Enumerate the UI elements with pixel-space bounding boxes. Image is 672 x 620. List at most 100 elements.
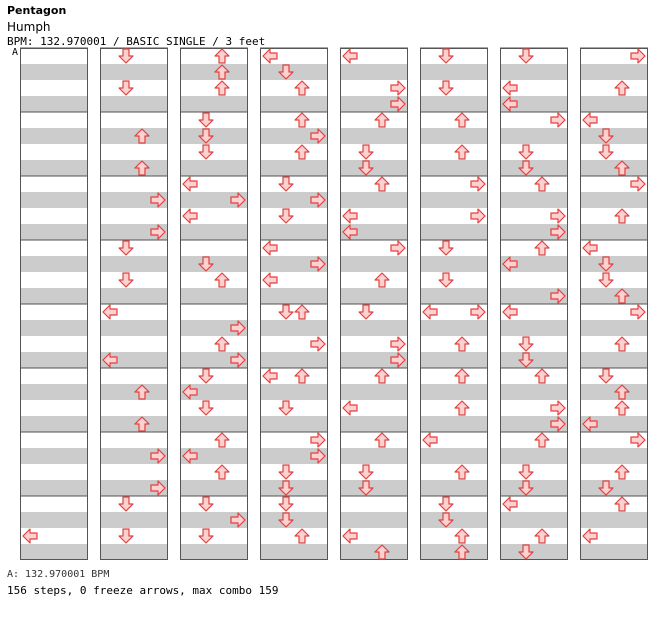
beat-band bbox=[180, 480, 248, 496]
arrow-right-icon bbox=[550, 208, 566, 224]
arrow-left-icon bbox=[262, 240, 278, 256]
beat-band bbox=[260, 384, 328, 400]
arrow-up-icon bbox=[614, 160, 630, 176]
arrow-down-icon bbox=[278, 496, 294, 512]
arrow-right-icon bbox=[630, 176, 646, 192]
beat-band bbox=[180, 96, 248, 112]
arrow-up-icon bbox=[534, 368, 550, 384]
arrow-down-icon bbox=[598, 272, 614, 288]
song-title: Humph bbox=[7, 20, 51, 34]
beat-band bbox=[100, 256, 168, 272]
chart-meta: BPM: 132.970001 / BASIC SINGLE / 3 feet bbox=[7, 35, 266, 48]
arrow-left-icon bbox=[182, 384, 198, 400]
arrow-right-icon bbox=[310, 336, 326, 352]
beat-band bbox=[500, 416, 568, 432]
chart-column bbox=[20, 47, 88, 560]
arrow-up-icon bbox=[134, 384, 150, 400]
arrow-right-icon bbox=[310, 128, 326, 144]
beat-band bbox=[180, 544, 248, 560]
arrow-down-icon bbox=[278, 512, 294, 528]
arrow-down-icon bbox=[518, 480, 534, 496]
arrow-down-icon bbox=[598, 480, 614, 496]
beat-band bbox=[20, 128, 88, 144]
arrow-left-icon bbox=[582, 528, 598, 544]
bpm-change-note: A: 132.970001 BPM bbox=[7, 569, 110, 580]
chart-column bbox=[260, 47, 328, 560]
arrow-left-icon bbox=[262, 368, 278, 384]
arrow-down-icon bbox=[598, 128, 614, 144]
arrow-left-icon bbox=[342, 208, 358, 224]
beat-band bbox=[340, 160, 408, 176]
beat-band bbox=[20, 320, 88, 336]
beat-band bbox=[500, 448, 568, 464]
arrow-down-icon bbox=[198, 144, 214, 160]
arrow-up-icon bbox=[614, 288, 630, 304]
beat-band bbox=[500, 480, 568, 496]
beat-band bbox=[580, 448, 648, 464]
arrow-left-icon bbox=[262, 272, 278, 288]
arrow-up-icon bbox=[614, 464, 630, 480]
beat-band bbox=[580, 512, 648, 528]
arrow-up-icon bbox=[294, 144, 310, 160]
beat-band bbox=[260, 256, 328, 272]
arrow-down-icon bbox=[438, 512, 454, 528]
column-frame bbox=[340, 48, 408, 560]
beat-band bbox=[260, 512, 328, 528]
beat-band bbox=[420, 384, 488, 400]
beat-band bbox=[20, 416, 88, 432]
arrow-right-icon bbox=[230, 192, 246, 208]
chart-column bbox=[420, 47, 488, 560]
beat-band bbox=[180, 128, 248, 144]
arrow-up-icon bbox=[134, 416, 150, 432]
column-frame bbox=[20, 48, 88, 560]
arrow-up-icon bbox=[214, 80, 230, 96]
beat-band bbox=[180, 448, 248, 464]
beat-band bbox=[100, 544, 168, 560]
arrow-right-icon bbox=[470, 208, 486, 224]
arrow-right-icon bbox=[390, 240, 406, 256]
beat-band bbox=[420, 320, 488, 336]
beat-band bbox=[260, 224, 328, 240]
beat-band bbox=[20, 192, 88, 208]
arrow-down-icon bbox=[118, 80, 134, 96]
beat-band bbox=[500, 64, 568, 80]
beat-band bbox=[100, 384, 168, 400]
beat-band bbox=[500, 544, 568, 560]
arrow-right-icon bbox=[550, 416, 566, 432]
beat-band bbox=[500, 160, 568, 176]
beat-band bbox=[420, 416, 488, 432]
beat-band bbox=[420, 256, 488, 272]
beat-band bbox=[580, 192, 648, 208]
beat-band bbox=[180, 320, 248, 336]
arrow-right-icon bbox=[310, 432, 326, 448]
beat-band bbox=[500, 320, 568, 336]
arrow-down-icon bbox=[118, 48, 134, 64]
arrow-down-icon bbox=[198, 496, 214, 512]
arrow-up-icon bbox=[534, 528, 550, 544]
arrow-left-icon bbox=[582, 416, 598, 432]
column-frame bbox=[100, 48, 168, 560]
arrow-left-icon bbox=[182, 208, 198, 224]
arrow-down-icon bbox=[118, 528, 134, 544]
arrow-down-icon bbox=[598, 256, 614, 272]
arrow-up-icon bbox=[214, 464, 230, 480]
beat-band bbox=[500, 352, 568, 368]
beat-band bbox=[340, 224, 408, 240]
arrow-right-icon bbox=[550, 224, 566, 240]
arrow-down-icon bbox=[198, 528, 214, 544]
beat-band bbox=[340, 256, 408, 272]
arrow-up-icon bbox=[454, 368, 470, 384]
beat-band bbox=[100, 192, 168, 208]
arrow-left-icon bbox=[102, 352, 118, 368]
column-frame bbox=[180, 48, 248, 560]
beat-band bbox=[420, 224, 488, 240]
arrow-down-icon bbox=[518, 48, 534, 64]
arrow-up-icon bbox=[214, 336, 230, 352]
arrow-down-icon bbox=[438, 48, 454, 64]
arrow-down-icon bbox=[518, 144, 534, 160]
arrow-up-icon bbox=[374, 272, 390, 288]
beat-band bbox=[100, 224, 168, 240]
beat-band bbox=[100, 480, 168, 496]
arrow-right-icon bbox=[150, 192, 166, 208]
beat-band bbox=[340, 512, 408, 528]
